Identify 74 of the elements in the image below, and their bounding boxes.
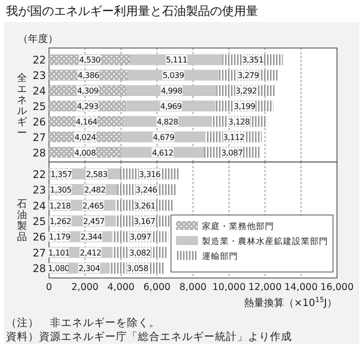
x-tick-label: 2,000 bbox=[71, 282, 99, 293]
y-tick-label: 23 bbox=[32, 184, 46, 197]
data-label: 3,058 bbox=[126, 264, 148, 274]
y-tick-label: 26 bbox=[32, 116, 46, 128]
data-label: 3,112 bbox=[222, 132, 245, 142]
data-label: 2,482 bbox=[84, 186, 106, 195]
data-label: 2,344 bbox=[80, 232, 102, 242]
y-axis-title: 石油製品 bbox=[17, 199, 27, 243]
y-tick-label: 25 bbox=[32, 101, 46, 113]
data-label: 3,128 bbox=[228, 117, 250, 126]
data-label: 1,262 bbox=[50, 217, 72, 226]
data-label: 2,465 bbox=[82, 201, 104, 210]
data-label: 1,305 bbox=[50, 186, 72, 195]
text: （年度） bbox=[18, 33, 58, 45]
x-tick-label: 6,000 bbox=[143, 282, 171, 293]
data-label: 3,097 bbox=[130, 232, 152, 242]
x-tick-label: 10,000 bbox=[212, 282, 246, 293]
x-tick-label: 12,000 bbox=[248, 282, 282, 293]
x-tick-label: 16,000 bbox=[320, 282, 354, 293]
data-label: 4,828 bbox=[156, 117, 178, 126]
y-tick-label: 22 bbox=[32, 54, 46, 67]
data-label: 2,583 bbox=[86, 170, 108, 179]
legend-label: 製造業・農林水産鉱建設業部門 bbox=[202, 236, 328, 247]
y-tick-label: 24 bbox=[32, 200, 46, 212]
data-label: 2,304 bbox=[78, 264, 100, 274]
x-tick-label: 0 bbox=[46, 282, 52, 293]
data-label: 1,357 bbox=[50, 170, 72, 179]
data-label: 4,008 bbox=[74, 148, 96, 158]
data-label: 1,179 bbox=[48, 232, 71, 242]
data-label: 4,679 bbox=[152, 132, 174, 142]
data-label: 3,261 bbox=[134, 201, 156, 210]
data-label: 4,998 bbox=[160, 86, 182, 96]
data-label: 4,969 bbox=[160, 102, 182, 111]
y-tick-label: 27 bbox=[32, 132, 46, 144]
data-label: 2,457 bbox=[83, 217, 105, 226]
data-label: 3,316 bbox=[139, 170, 161, 179]
data-label: 1,101 bbox=[48, 248, 70, 258]
data-label: 3,279 bbox=[237, 71, 260, 80]
x-axis-title: 熱量換算（×10$^{15}$J） bbox=[244, 296, 337, 309]
y-tick-label: 28 bbox=[32, 263, 46, 276]
chart-title: 我が国のエネルギー利用量と石油製品の使用量 bbox=[6, 4, 258, 18]
y-tick-label: 26 bbox=[32, 232, 46, 244]
data-label: 3,246 bbox=[136, 186, 158, 195]
data-label: 3,082 bbox=[129, 248, 151, 258]
data-label: 3,199 bbox=[234, 102, 256, 111]
y-tick-label: 22 bbox=[32, 168, 46, 181]
data-label: 5,039 bbox=[162, 71, 184, 80]
data-label: 4,309 bbox=[77, 86, 99, 96]
text: （注） 非エネルギーを除く。 bbox=[6, 316, 160, 329]
y-tick-label: 25 bbox=[32, 216, 46, 228]
legend-label: 運輸部門 bbox=[202, 251, 238, 262]
data-label: 4,386 bbox=[78, 71, 100, 80]
text: 資料）資源エネルギー庁「総合エネルギー統計」より作成 bbox=[6, 330, 292, 343]
data-label: 4,024 bbox=[74, 132, 96, 142]
data-label: 2,412 bbox=[80, 248, 102, 258]
legend-label: 家庭・業務他部門 bbox=[202, 221, 274, 232]
y-tick-label: 24 bbox=[32, 86, 46, 98]
data-label: 4,530 bbox=[79, 56, 101, 65]
y-tick-label: 23 bbox=[32, 70, 46, 82]
y-tick-label: 28 bbox=[32, 147, 46, 160]
x-tick-label: 14,000 bbox=[284, 282, 318, 293]
data-label: 4,293 bbox=[76, 102, 99, 111]
data-label: 3,292 bbox=[235, 86, 258, 96]
data-label: 3,351 bbox=[242, 56, 264, 65]
y-axis-title: 全エネルギー bbox=[17, 72, 27, 139]
data-label: 4,612 bbox=[152, 148, 174, 158]
data-label: 1,218 bbox=[49, 201, 71, 210]
data-label: 4,164 bbox=[76, 117, 98, 126]
y-tick-label: 27 bbox=[32, 247, 46, 260]
data-label: 3,087 bbox=[221, 148, 243, 158]
data-label: 5,111 bbox=[166, 56, 188, 65]
x-tick-label: 4,000 bbox=[107, 282, 135, 293]
x-tick-label: 8,000 bbox=[179, 282, 207, 293]
data-label: 3,167 bbox=[134, 217, 156, 226]
